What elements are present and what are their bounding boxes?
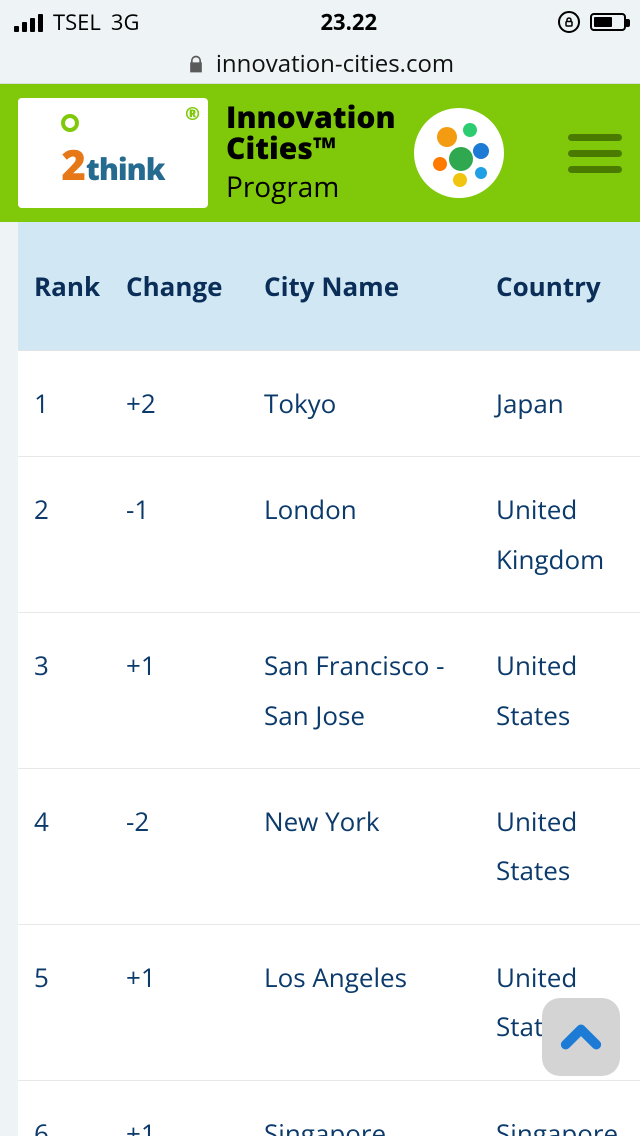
carrier-label: TSEL: [53, 7, 101, 37]
registered-icon: ®: [185, 102, 200, 126]
cell-city: Tokyo: [252, 351, 484, 457]
cell-change: -1: [114, 457, 252, 613]
scroll-top-button[interactable]: [542, 998, 620, 1076]
address-bar[interactable]: innovation-cities.com: [0, 44, 640, 84]
table-row[interactable]: 1 +2 Tokyo Japan: [18, 351, 640, 457]
table-row[interactable]: 2 -1 London United Kingdom: [18, 457, 640, 613]
table-row[interactable]: 4 -2 New York United States: [18, 768, 640, 924]
status-bar: TSEL 3G 23.22: [0, 0, 640, 44]
site-header: ® 2think Innovation Cities™ Program: [0, 84, 640, 222]
cell-change: -2: [114, 768, 252, 924]
cell-city: New York: [252, 768, 484, 924]
cell-city: Singapore: [252, 1080, 484, 1136]
col-change[interactable]: Change: [114, 222, 252, 351]
clock: 23.22: [139, 7, 558, 37]
site-title: Innovation Cities™ Program: [226, 101, 396, 206]
table-row[interactable]: 6 +1 Singapore Singapore: [18, 1080, 640, 1136]
cell-change: +2: [114, 351, 252, 457]
signal-icon: [14, 12, 43, 32]
menu-button[interactable]: [568, 134, 622, 173]
table-row[interactable]: 3 +1 San Francisco - San Jose United Sta…: [18, 613, 640, 769]
logo-digit: 2: [61, 136, 86, 193]
ranking-table: Rank Change City Name Country 1 +2 Tokyo…: [18, 222, 640, 1136]
battery-icon: [590, 13, 626, 31]
lock-icon: [186, 54, 206, 74]
col-country[interactable]: Country: [484, 222, 640, 351]
cell-city: Los Angeles: [252, 924, 484, 1080]
cell-rank: 3: [18, 613, 114, 769]
cell-country: Singapore: [484, 1080, 640, 1136]
chevron-up-icon: [558, 1014, 604, 1060]
dots-badge-icon: [414, 108, 504, 198]
table-header-row: Rank Change City Name Country: [18, 222, 640, 351]
network-label: 3G: [111, 7, 140, 37]
cell-rank: 5: [18, 924, 114, 1080]
cell-country: United Kingdom: [484, 457, 640, 613]
cell-rank: 2: [18, 457, 114, 613]
cell-city: San Francisco - San Jose: [252, 613, 484, 769]
status-left: TSEL 3G: [14, 7, 139, 37]
col-city[interactable]: City Name: [252, 222, 484, 351]
cell-city: London: [252, 457, 484, 613]
url-text: innovation-cities.com: [216, 47, 454, 80]
title-line-2: Cities™: [226, 132, 396, 164]
cell-change: +1: [114, 924, 252, 1080]
cell-change: +1: [114, 613, 252, 769]
cell-rank: 6: [18, 1080, 114, 1136]
cell-rank: 4: [18, 768, 114, 924]
logo-ring-icon: [61, 114, 79, 132]
logo-word: think: [86, 148, 165, 189]
status-right: [558, 11, 626, 33]
col-rank[interactable]: Rank: [18, 222, 114, 351]
title-sub: Program: [226, 168, 396, 206]
rotation-lock-icon: [558, 11, 580, 33]
cell-rank: 1: [18, 351, 114, 457]
cell-country: Japan: [484, 351, 640, 457]
cell-country: United States: [484, 768, 640, 924]
site-logo[interactable]: ® 2think: [18, 98, 208, 208]
cell-country: United States: [484, 613, 640, 769]
cell-change: +1: [114, 1080, 252, 1136]
ranking-table-wrap: Rank Change City Name Country 1 +2 Tokyo…: [0, 222, 640, 1136]
